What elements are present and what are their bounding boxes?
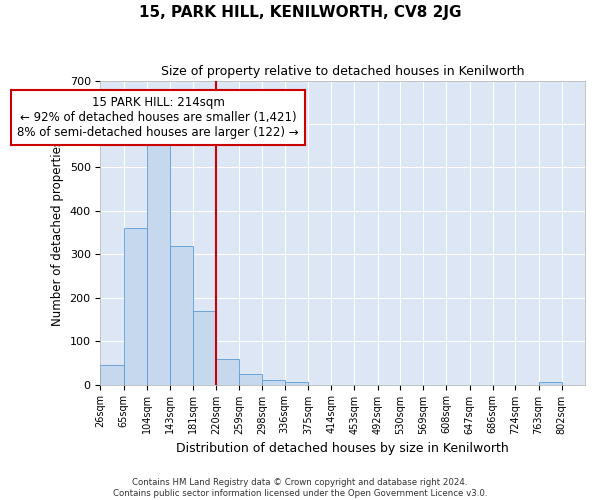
Text: 15 PARK HILL: 214sqm
← 92% of detached houses are smaller (1,421)
8% of semi-det: 15 PARK HILL: 214sqm ← 92% of detached h… (17, 96, 299, 139)
Bar (124, 228, 147, 384)
Bar (100, 365, 124, 384)
Bar (216, 358, 239, 384)
Bar (262, 380, 286, 384)
X-axis label: Distribution of detached houses by size in Kenilworth: Distribution of detached houses by size … (176, 442, 509, 455)
Bar (239, 374, 262, 384)
Bar (539, 382, 562, 384)
Y-axis label: Number of detached properties: Number of detached properties (51, 140, 64, 326)
Bar (285, 382, 308, 384)
Bar (147, 142, 170, 384)
Title: Size of property relative to detached houses in Kenilworth: Size of property relative to detached ho… (161, 65, 524, 78)
Text: Contains HM Land Registry data © Crown copyright and database right 2024.
Contai: Contains HM Land Registry data © Crown c… (113, 478, 487, 498)
Bar (170, 246, 193, 384)
Text: 15, PARK HILL, KENILWORTH, CV8 2JG: 15, PARK HILL, KENILWORTH, CV8 2JG (139, 5, 461, 20)
Bar (193, 310, 216, 384)
